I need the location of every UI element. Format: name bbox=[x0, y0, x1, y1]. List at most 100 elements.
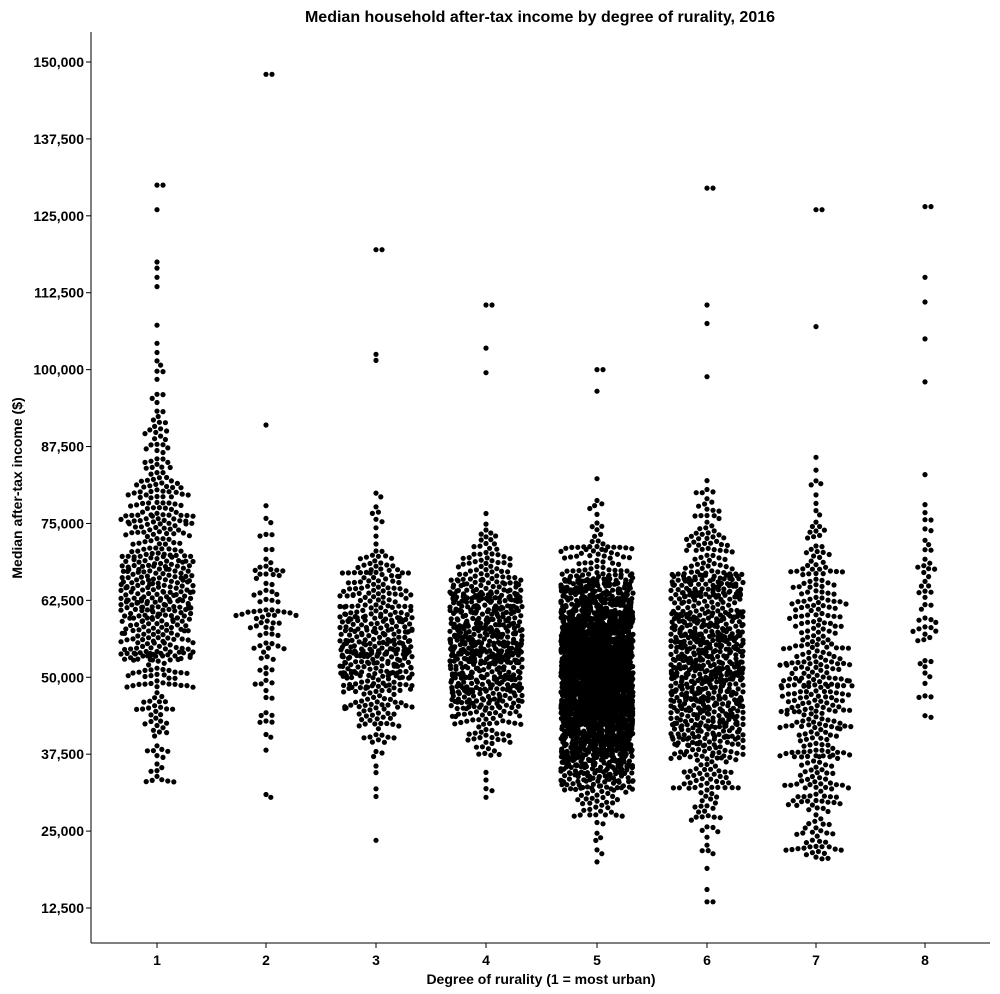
data-point bbox=[717, 575, 723, 581]
data-point bbox=[171, 540, 177, 546]
data-point bbox=[458, 660, 464, 667]
data-point bbox=[178, 589, 184, 595]
data-point bbox=[451, 658, 457, 664]
data-point bbox=[162, 420, 168, 426]
data-point bbox=[375, 677, 381, 683]
data-point bbox=[500, 698, 506, 704]
data-point bbox=[171, 531, 177, 537]
data-point bbox=[158, 560, 164, 567]
data-point bbox=[510, 700, 517, 706]
data-point bbox=[396, 603, 402, 609]
data-point bbox=[624, 592, 630, 598]
data-point bbox=[467, 576, 473, 582]
data-point bbox=[177, 518, 183, 524]
data-point bbox=[131, 615, 137, 621]
data-point bbox=[258, 620, 264, 626]
data-point bbox=[483, 794, 489, 800]
data-point bbox=[496, 584, 502, 590]
data-point bbox=[461, 711, 467, 717]
data-point bbox=[150, 587, 156, 593]
data-point bbox=[457, 571, 463, 577]
data-point bbox=[119, 575, 125, 581]
data-point bbox=[148, 667, 154, 673]
data-point bbox=[156, 475, 162, 481]
data-point bbox=[626, 778, 632, 785]
data-point bbox=[483, 739, 489, 745]
data-point bbox=[732, 600, 738, 606]
data-point bbox=[131, 595, 137, 601]
data-point bbox=[150, 727, 156, 733]
data-point bbox=[589, 795, 595, 801]
data-point bbox=[587, 505, 593, 512]
data-point bbox=[467, 568, 473, 574]
data-point bbox=[515, 703, 522, 709]
data-point bbox=[357, 673, 363, 679]
data-point bbox=[369, 712, 375, 718]
data-point bbox=[164, 483, 170, 490]
data-point bbox=[482, 660, 488, 666]
data-point bbox=[378, 494, 384, 500]
data-point bbox=[188, 610, 194, 617]
data-point bbox=[453, 713, 459, 720]
data-point bbox=[186, 533, 192, 539]
data-point bbox=[489, 734, 495, 741]
data-point bbox=[458, 675, 464, 681]
data-point bbox=[154, 259, 160, 265]
data-point bbox=[118, 581, 124, 588]
data-point bbox=[166, 520, 172, 526]
data-point bbox=[378, 668, 384, 674]
data-point bbox=[479, 640, 485, 646]
data-point bbox=[392, 609, 398, 615]
data-point bbox=[161, 517, 167, 524]
data-point bbox=[257, 564, 263, 570]
data-point bbox=[594, 511, 600, 517]
data-point bbox=[395, 567, 401, 573]
data-point bbox=[403, 703, 409, 709]
data-point bbox=[161, 640, 167, 646]
data-point bbox=[508, 677, 515, 683]
data-point bbox=[182, 553, 188, 559]
data-point bbox=[118, 639, 124, 645]
data-point bbox=[463, 599, 470, 605]
data-point bbox=[134, 622, 140, 628]
data-point bbox=[484, 572, 490, 578]
data-point bbox=[693, 547, 699, 553]
data-point bbox=[466, 731, 472, 737]
data-point bbox=[471, 544, 477, 550]
x-tick-label: 4 bbox=[482, 952, 490, 968]
data-point bbox=[671, 582, 677, 588]
data-point bbox=[477, 652, 483, 659]
data-point bbox=[478, 582, 484, 589]
data-point bbox=[134, 577, 140, 583]
data-point bbox=[408, 644, 414, 650]
data-point bbox=[562, 743, 568, 749]
data-point bbox=[569, 601, 575, 607]
data-point bbox=[594, 847, 600, 853]
data-point bbox=[517, 675, 523, 681]
data-point bbox=[165, 652, 171, 658]
data-point bbox=[374, 716, 380, 722]
data-point bbox=[409, 615, 415, 621]
data-point bbox=[693, 490, 699, 496]
data-point bbox=[505, 634, 511, 640]
data-point bbox=[464, 587, 470, 593]
data-point bbox=[257, 643, 263, 649]
data-point bbox=[673, 592, 679, 598]
data-point bbox=[593, 837, 599, 844]
data-point bbox=[606, 567, 612, 573]
data-point bbox=[493, 710, 499, 716]
data-point bbox=[575, 797, 581, 803]
data-point bbox=[146, 562, 152, 569]
data-point bbox=[568, 733, 574, 739]
data-point bbox=[154, 768, 160, 774]
data-point bbox=[378, 625, 384, 631]
data-point bbox=[571, 813, 577, 819]
data-point bbox=[353, 699, 359, 706]
data-point bbox=[519, 604, 525, 610]
data-point bbox=[448, 665, 454, 672]
data-point bbox=[271, 612, 277, 618]
data-point bbox=[374, 653, 380, 659]
data-point bbox=[600, 571, 606, 577]
data-point bbox=[263, 747, 269, 753]
data-point bbox=[146, 628, 152, 634]
